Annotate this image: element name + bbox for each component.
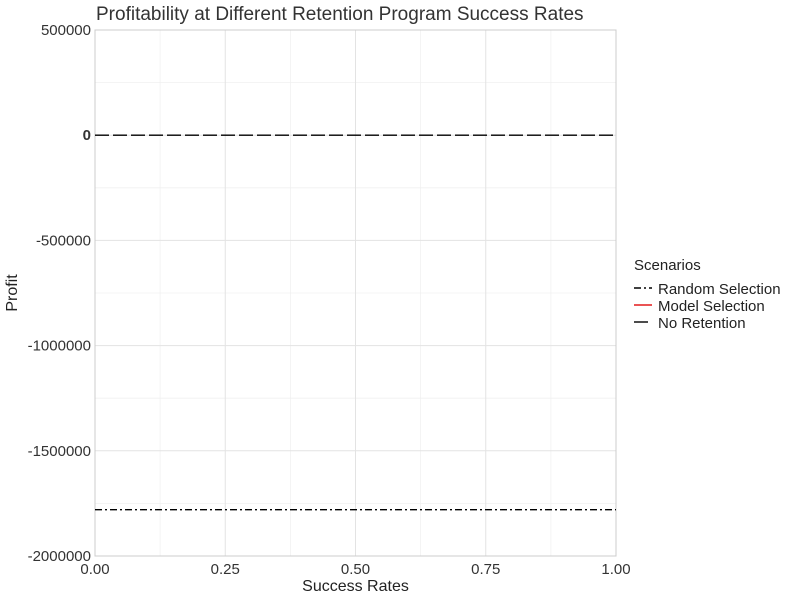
y-tick-label: -1000000 [28,338,91,355]
x-tick-label: 0.75 [471,561,500,578]
legend-title: Scenarios [634,257,701,274]
y-tick-label: -500000 [36,232,91,249]
x-tick-label: 0.25 [211,561,240,578]
legend-label: Random Selection [658,281,781,298]
y-tick-label: 500000 [41,22,91,39]
y-axis: -2000000 -1500000 -1000000 -500000 0 500000 [28,22,91,565]
y-tick-label: -2000000 [28,548,91,565]
y-tick-label: -1500000 [28,443,91,460]
plot-panel [94,29,617,557]
x-tick-label: 0.50 [341,561,370,578]
series-layer [95,134,616,511]
x-axis-title: Success Rates [302,578,409,595]
y-tick-label: 0 [83,127,91,144]
y-axis-title: Profit [4,274,21,312]
grid [94,29,617,557]
x-axis: 0.00 0.25 0.50 0.75 1.00 [80,561,630,578]
chart-title: Profitability at Different Retention Pro… [96,4,584,25]
x-tick-label: 1.00 [601,561,630,578]
legend-label: No Retention [658,315,746,332]
legend-label: Model Selection [658,298,765,315]
x-tick-label: 0.00 [80,561,109,578]
